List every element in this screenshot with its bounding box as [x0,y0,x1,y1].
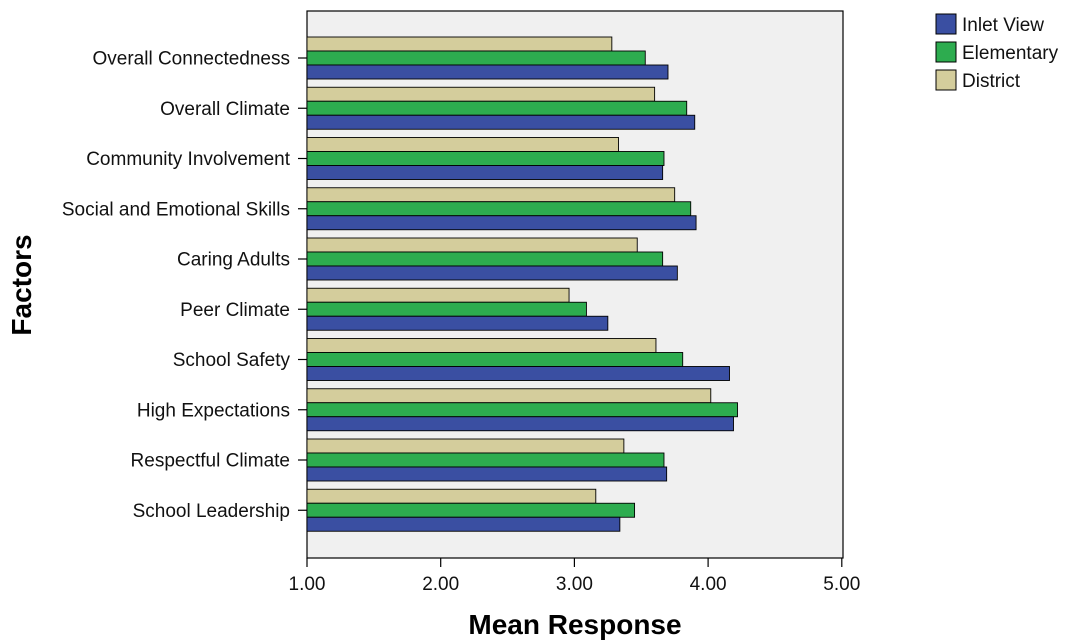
x-tick-label: 1.00 [289,574,326,595]
y-axis: Overall Connectedness Overall Climate Comm… [62,49,307,522]
category-label: Social and Emotional Skills [62,199,290,220]
legend: Inlet View Elementary District [935,13,1059,92]
category-label: School Safety [173,350,291,371]
bar [306,352,684,367]
category-label: Community Involvement [86,149,291,170]
category-label: Peer Climate [180,300,290,321]
bar [306,237,638,253]
bar [306,50,646,66]
y-axis-title: Factors [6,234,37,335]
bar [306,187,676,203]
category-label: Overall Climate [160,99,290,120]
bar [306,338,657,353]
legend-label: Elementary [962,43,1059,64]
legend-swatch [935,13,957,35]
category-label: School Leadership [133,501,290,522]
bar [306,452,665,468]
bar [306,502,636,518]
bar [306,251,664,267]
bar [306,86,656,102]
x-axis: 1.00 2.00 3.00 4.00 5.00 [289,558,860,595]
category-label: Respectful Climate [131,451,290,472]
x-tick-label: 5.00 [823,574,860,595]
x-tick-label: 2.00 [422,574,459,595]
legend-label: District [962,71,1021,92]
category-label: Caring Adults [177,250,290,271]
x-axis-title: Mean Response [468,609,681,640]
bar [306,466,668,482]
bar [306,64,669,80]
bar [306,201,692,217]
bar [306,516,621,532]
bar [306,151,665,166]
x-tick-label: 3.00 [556,574,593,595]
bar [306,488,597,504]
bar [306,165,664,180]
x-tick-label: 4.00 [690,574,727,595]
legend-swatch [935,69,957,91]
bar [306,36,613,52]
category-label: High Expectations [137,400,290,421]
bar [306,215,697,231]
bar [306,366,730,381]
bars-group [306,36,738,532]
category-label: Overall Connectedness [93,49,291,70]
bar [306,137,619,152]
bar [306,114,696,130]
bar [306,416,734,432]
bar [306,100,688,116]
bar [306,315,609,331]
bar [306,402,738,418]
bar [306,301,587,317]
legend-swatch [935,41,957,63]
bar [306,388,712,404]
legend-label: Inlet View [962,15,1044,36]
bar [306,287,570,303]
bar [306,265,678,281]
bar [306,438,625,454]
